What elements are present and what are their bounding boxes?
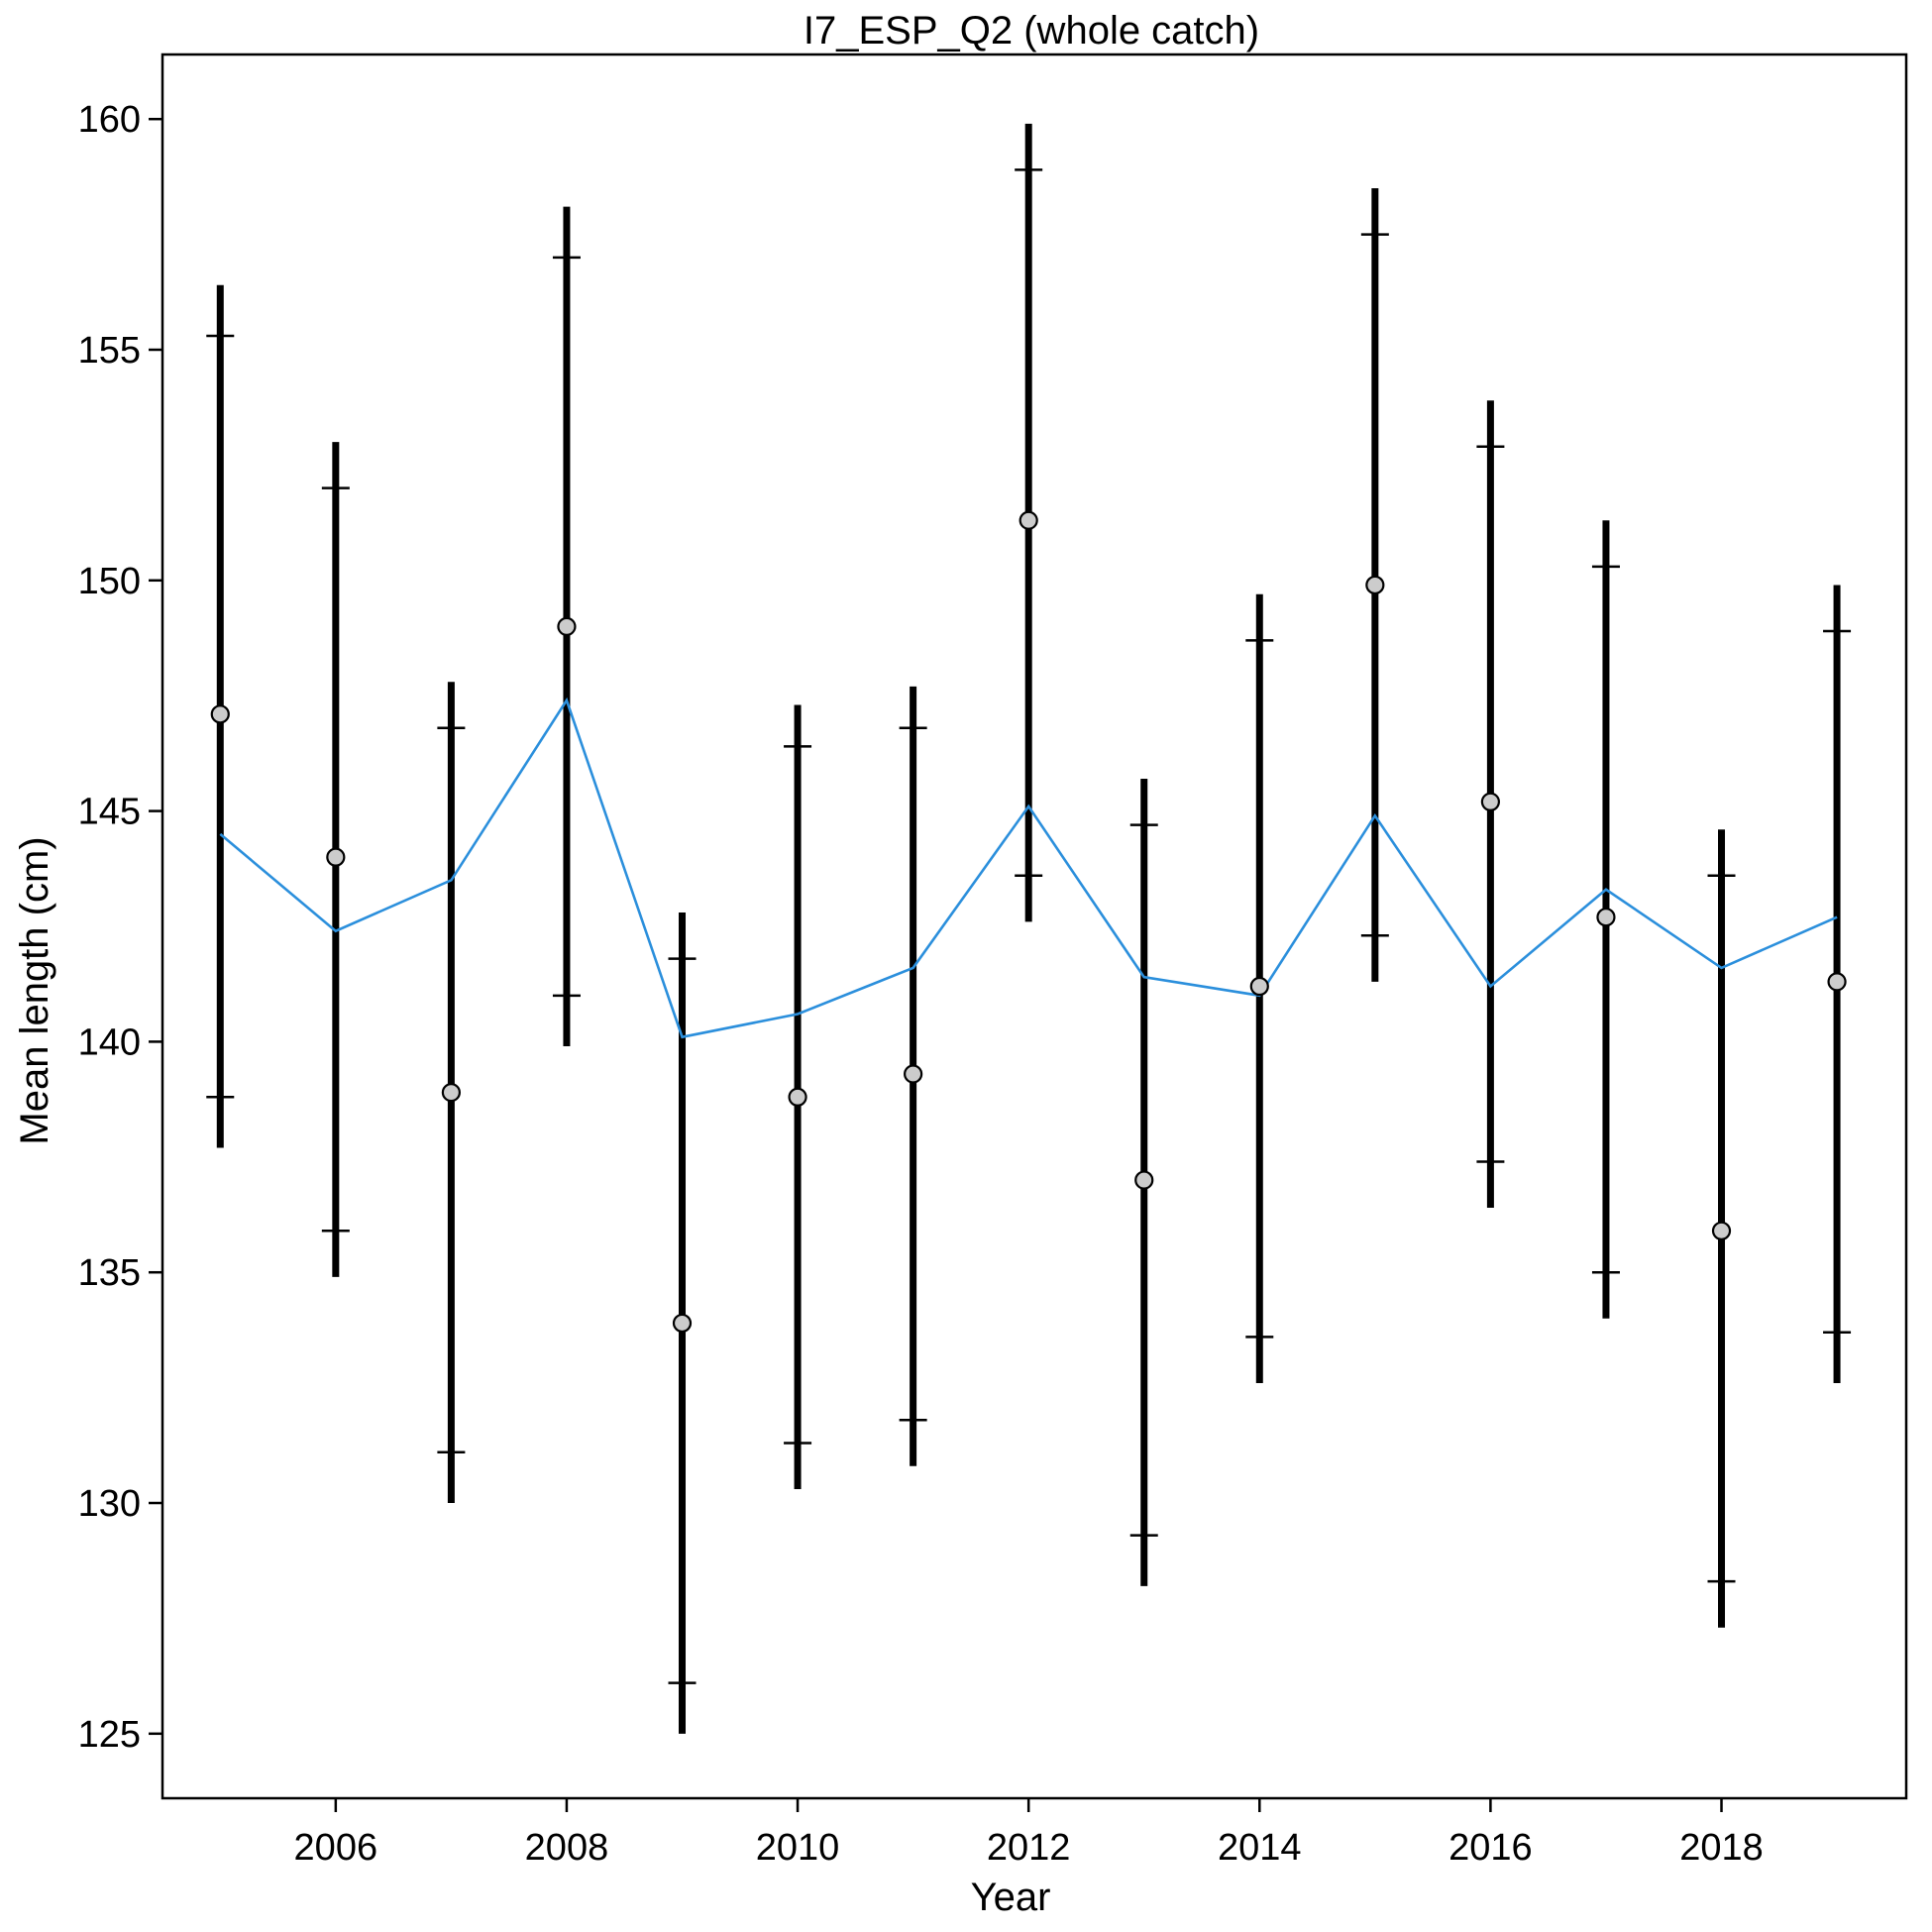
observed-point <box>1134 1170 1154 1190</box>
observed-point <box>1596 908 1616 927</box>
y-tick-label: 150 <box>78 561 141 602</box>
y-tick-label: 155 <box>78 330 141 372</box>
observed-point <box>1480 792 1500 811</box>
x-tick-label: 2018 <box>1679 1827 1764 1869</box>
x-tick-label: 2008 <box>525 1827 609 1869</box>
interval-bars <box>206 123 1852 1734</box>
y-axis: 125 130 135 140 145 150 155 160 <box>78 99 162 1756</box>
observed-point <box>441 1083 461 1103</box>
y-tick-label: 160 <box>78 99 141 141</box>
observed-point <box>1019 510 1038 530</box>
y-tick-label: 125 <box>78 1714 141 1756</box>
observed-point <box>1249 976 1269 997</box>
observed-point <box>326 847 346 867</box>
observed-point <box>672 1313 693 1334</box>
x-tick-label: 2014 <box>1218 1827 1302 1869</box>
chart-title: I7_ESP_Q2 (whole catch) <box>804 9 1259 53</box>
y-axis-label: Mean length (cm) <box>13 836 56 1144</box>
x-tick-label: 2016 <box>1449 1827 1533 1869</box>
y-tick-label: 140 <box>78 1021 141 1063</box>
observed-point <box>557 616 577 636</box>
observed-point <box>1827 972 1847 992</box>
y-tick-label: 130 <box>78 1483 141 1525</box>
observed-point <box>788 1087 807 1107</box>
expected-mean-line <box>219 697 1838 1039</box>
observed-point <box>904 1064 923 1084</box>
x-tick-label: 2006 <box>294 1827 378 1869</box>
x-axis: 2006 2008 2010 2012 2014 2016 2018 <box>294 1798 1764 1869</box>
x-tick-label: 2010 <box>756 1827 840 1869</box>
observed-point <box>210 704 230 724</box>
y-tick-label: 135 <box>78 1252 141 1294</box>
observed-point <box>1711 1221 1732 1240</box>
x-tick-label: 2012 <box>987 1827 1071 1869</box>
y-tick-label: 145 <box>78 792 141 833</box>
plot-frame <box>161 53 1908 1800</box>
x-axis-label: Year <box>971 1876 1051 1919</box>
observed-points <box>210 510 1847 1334</box>
observed-point <box>1365 575 1385 595</box>
